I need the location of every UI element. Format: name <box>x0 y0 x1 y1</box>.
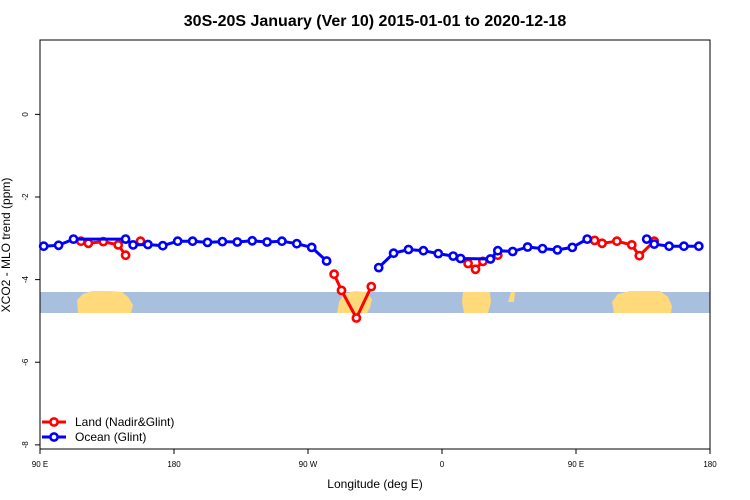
x-tick-label: 90 E <box>568 460 584 469</box>
series-ocean-point <box>128 239 138 250</box>
series-ocean-point <box>291 238 302 249</box>
legend-land-marker <box>49 417 59 427</box>
series-ocean-point <box>232 237 243 247</box>
series-ocean-point <box>217 236 228 247</box>
series-ocean-point <box>433 248 444 259</box>
y-tick-label: -2 <box>21 193 30 201</box>
series-ocean-point <box>582 234 593 244</box>
series-land-point <box>366 281 377 292</box>
land-mass-australia-east <box>612 291 672 313</box>
series-land-point <box>329 269 339 280</box>
series-ocean-point <box>157 240 168 251</box>
series-land-point <box>83 238 94 249</box>
series-ocean-point <box>537 243 548 254</box>
series-land-point <box>336 285 347 296</box>
series-ocean-point <box>492 245 503 256</box>
series-ocean-point <box>262 237 272 247</box>
series-ocean-point <box>679 241 689 252</box>
series-land-point <box>597 238 607 249</box>
series-land-point <box>626 239 637 250</box>
series-ocean-point <box>649 239 660 249</box>
series-land-point <box>113 239 124 250</box>
y-axis-label: XCO2 - MLO trend (ppm) <box>0 178 13 313</box>
x-tick-label: 180 <box>167 460 181 469</box>
series-land-point <box>470 264 481 275</box>
series-ocean-point <box>388 248 399 259</box>
series-ocean-point <box>247 235 258 246</box>
series-ocean-point <box>522 242 533 252</box>
x-axis: 90 E 180 90 W 0 90 E 180 <box>32 449 717 469</box>
land-mass-africa <box>462 292 491 313</box>
series-ocean-point <box>664 241 674 252</box>
series-ocean-point <box>641 234 652 244</box>
series-land-point <box>612 236 622 247</box>
series-land-point <box>634 250 645 261</box>
series-ocean-point <box>202 237 213 248</box>
series-ocean-point <box>403 244 414 255</box>
series-ocean-point <box>418 245 429 256</box>
series-layer <box>38 234 704 323</box>
series-land-line <box>332 273 373 320</box>
x-axis-label: Longitude (deg E) <box>327 477 422 491</box>
legend-land-label: Land (Nadir&Glint) <box>75 415 174 429</box>
series-ocean-point <box>276 236 287 247</box>
series-ocean-point <box>120 234 131 244</box>
series-land-point <box>351 313 362 323</box>
series-ocean-point <box>507 246 518 257</box>
chart-title: 30S-20S January (Ver 10) 2015-01-01 to 2… <box>184 13 567 30</box>
legend: Land (Nadir&Glint) Ocean (Glint) <box>42 415 174 444</box>
series-ocean-point <box>552 244 563 255</box>
ocean-strip <box>40 292 710 313</box>
series-ocean <box>38 234 704 273</box>
series-ocean-point <box>373 262 384 273</box>
series-land-point <box>120 250 131 261</box>
x-tick-label: 0 <box>440 460 445 469</box>
land-mass-australia-west <box>77 291 133 313</box>
series-ocean-point <box>187 236 198 247</box>
y-tick-label: -6 <box>21 358 30 366</box>
land-mass-madagascar <box>508 292 515 302</box>
series-ocean-point <box>321 256 332 266</box>
legend-ocean-label: Ocean (Glint) <box>75 430 146 444</box>
legend-ocean-marker <box>49 432 59 442</box>
series-ocean-point <box>38 241 49 252</box>
series-ocean-point <box>455 253 466 264</box>
series-land-point <box>463 258 473 269</box>
y-axis: 0 -2 -4 -6 -8 <box>21 112 40 449</box>
y-tick-label: -4 <box>21 276 30 284</box>
series-ocean-point <box>68 234 79 244</box>
x-tick-label: 180 <box>703 460 717 469</box>
series-land-point <box>589 235 600 246</box>
series-ocean-point <box>485 254 496 264</box>
series-ocean-point <box>142 239 153 250</box>
y-tick-label: 0 <box>21 112 30 117</box>
x-tick-label: 90 E <box>32 460 48 469</box>
series-ocean-point <box>567 242 578 253</box>
series-ocean-point <box>172 236 183 247</box>
land-strip <box>40 291 710 313</box>
series-ocean-point <box>693 241 704 252</box>
y-tick-label: -8 <box>21 441 30 449</box>
series-ocean-point <box>306 242 317 253</box>
x-tick-label: 90 W <box>299 460 318 469</box>
series-ocean-point <box>53 240 64 251</box>
